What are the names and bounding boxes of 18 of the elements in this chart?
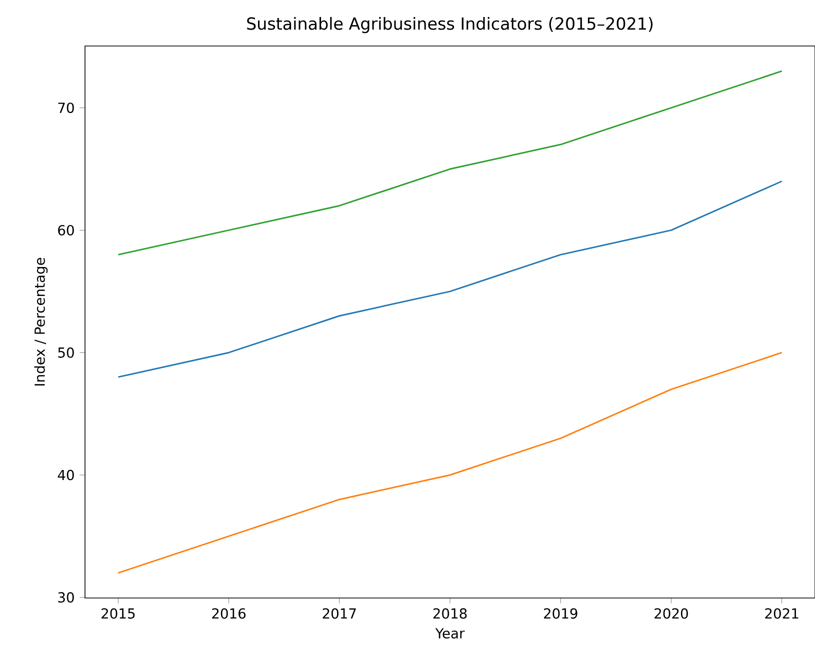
x-axis-title: Year — [435, 628, 465, 639]
x-tick-label: 2018 — [433, 608, 467, 619]
y-tick-label: 70 — [58, 102, 74, 114]
y-tick-label: 60 — [58, 224, 74, 236]
y-tick-label: 30 — [58, 592, 74, 603]
x-tick-label: 2016 — [212, 608, 246, 619]
x-tick-label: 2020 — [654, 608, 688, 619]
x-tick-label: 2019 — [544, 608, 578, 619]
x-tick-label: 2021 — [765, 608, 798, 619]
x-tick-label: 2017 — [322, 608, 356, 619]
line-series — [117, 180, 783, 378]
y-tick-label: 50 — [58, 347, 74, 358]
line-series — [117, 352, 783, 574]
y-axis-title: Index / Percentage — [34, 258, 48, 386]
x-tick-label: 2015 — [102, 608, 135, 619]
line-series — [117, 70, 783, 256]
chart-title: Sustainable Agribusiness Indicators (2015–2021) — [247, 16, 653, 34]
y-tick-label: 40 — [58, 470, 74, 480]
